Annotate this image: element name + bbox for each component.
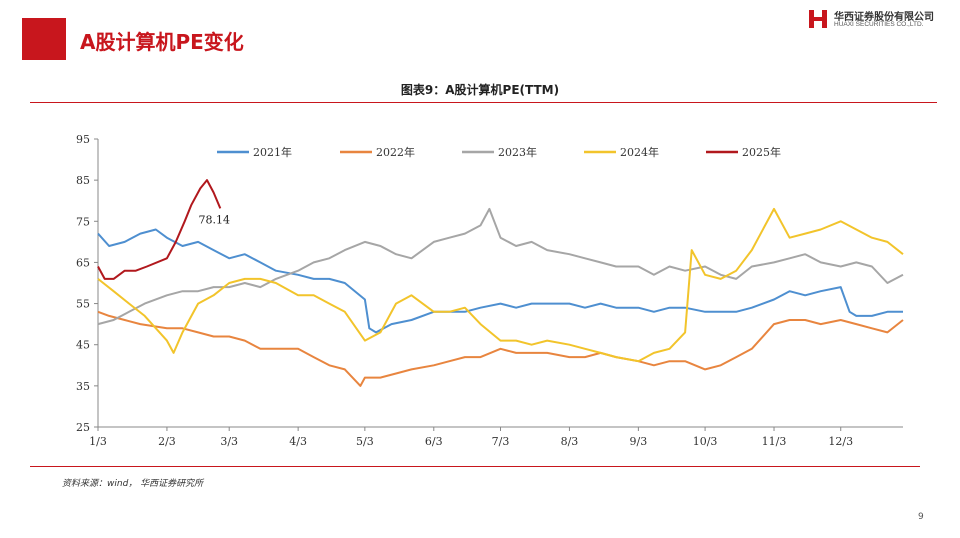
series-line-2025 [97,179,222,280]
x-tick-label: 1/3 [89,435,107,448]
legend-label: 2024年 [620,145,659,159]
legend-label: 2021年 [253,145,292,159]
y-tick-label: 45 [76,339,90,352]
x-tick-label: 2/3 [158,435,176,448]
page-title: A股计算机PE变化 [80,30,244,54]
divider-bottom [30,466,920,467]
x-tick-label: 8/3 [561,435,579,448]
y-tick-label: 25 [76,421,90,434]
x-tick-label: 9/3 [630,435,648,448]
y-tick-label: 85 [76,174,90,187]
x-tick-label: 7/3 [492,435,510,448]
legend-label: 2023年 [498,145,537,159]
x-tick-label: 3/3 [220,435,238,448]
page-number: 9 [918,512,924,522]
x-tick-label: 4/3 [289,435,307,448]
divider-top [30,102,937,103]
series-line-2023 [97,207,904,326]
y-tick-label: 55 [76,298,90,311]
x-tick-label: 12/3 [828,435,853,448]
x-tick-label: 11/3 [762,435,787,448]
y-tick-label: 65 [76,256,90,269]
series-line-2021 [97,228,903,334]
series-line-2024 [97,207,904,363]
logo-company-name-cn: 华西证券股份有限公司 [834,12,934,23]
y-tick-label: 75 [76,215,90,228]
figure-title: 图表9：A股计算机PE(TTM) [400,83,560,97]
company-logo: 华西证券股份有限公司 HUAXI SECURITIES CO.,LTD. [808,7,948,33]
source-note: 资料来源：wind， 华西证券研究所 [62,479,204,489]
legend-label: 2022年 [376,145,415,159]
huaxi-logo-icon [809,10,827,28]
title-accent-bar [22,18,66,60]
x-tick-label: 6/3 [425,435,443,448]
annotation-label: 78.14 [199,213,231,226]
legend-label: 2025年 [742,145,781,159]
y-tick-label: 35 [76,380,90,393]
series-line-2022 [97,310,904,387]
x-tick-label: 10/3 [693,435,718,448]
x-tick-label: 5/3 [356,435,374,448]
y-tick-label: 95 [76,133,90,146]
logo-company-name-en: HUAXI SECURITIES CO.,LTD. [834,21,924,28]
